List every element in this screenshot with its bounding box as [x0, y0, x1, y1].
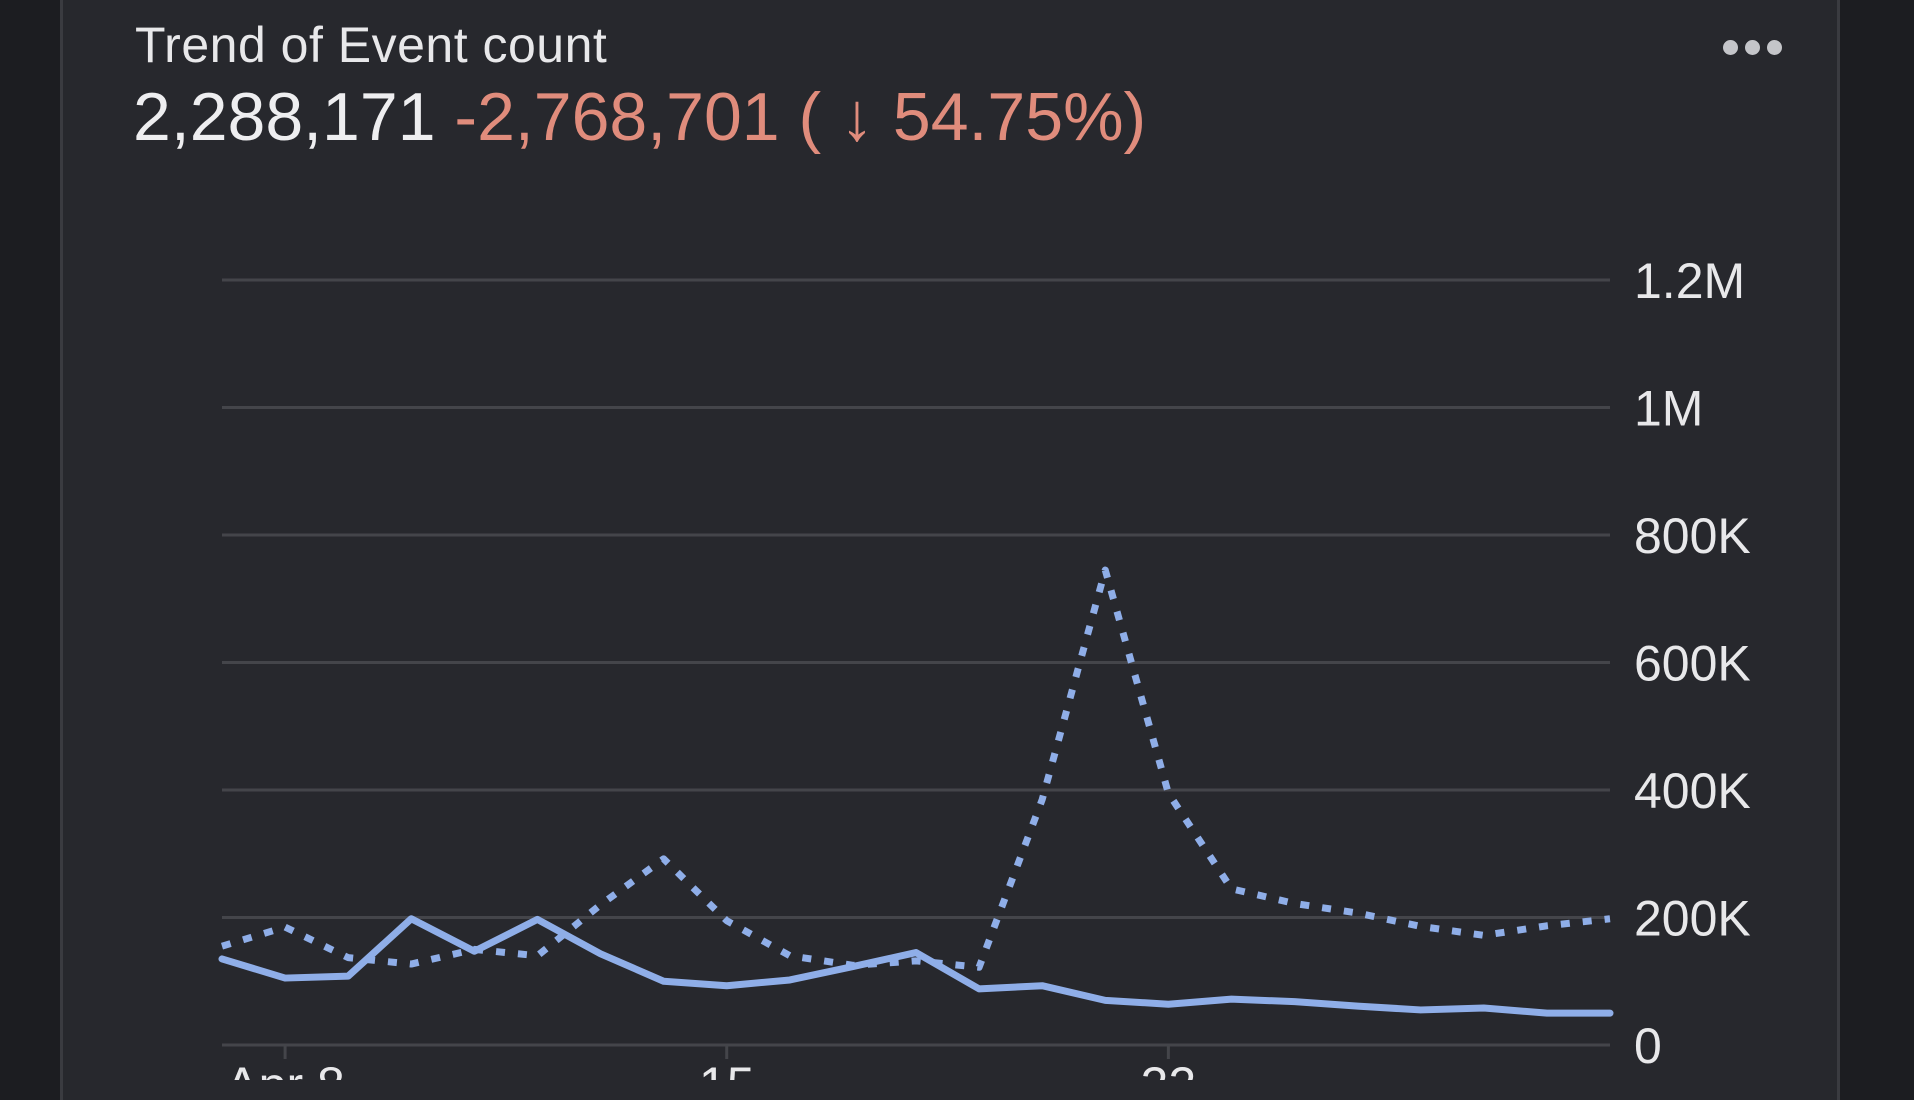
y-tick-label: 400K	[1634, 763, 1751, 819]
y-tick-label: 800K	[1634, 508, 1751, 564]
chart-grid	[222, 278, 1610, 1047]
y-tick-label: 0	[1634, 1018, 1662, 1074]
x-tick-label: 22	[1141, 1057, 1197, 1080]
more-dot	[1767, 40, 1782, 55]
y-axis-ticks: 0 200K 400K 600K 800K 1M 1.2M	[1634, 253, 1751, 1074]
more-dot	[1723, 40, 1738, 55]
delta-value: -2,768,701 ( ↓ 54.75%)	[454, 79, 1147, 155]
y-tick-label: 600K	[1634, 636, 1751, 692]
card-title: Trend of Event count	[135, 17, 608, 73]
total-value: 2,288,171	[133, 79, 436, 155]
x-tick-label: Apr 8	[225, 1057, 345, 1080]
summary-line: 2,288,171 -2,768,701 ( ↓ 54.75%)	[133, 78, 1146, 156]
previous-period-line	[220, 566, 1611, 971]
y-tick-label: 1.2M	[1634, 253, 1745, 309]
more-dot	[1745, 40, 1760, 55]
current-period-line	[218, 915, 1614, 1017]
y-tick-label: 200K	[1634, 891, 1751, 947]
x-tick-label: 15	[699, 1057, 755, 1080]
y-tick-label: 1M	[1634, 381, 1703, 437]
more-horizontal-icon[interactable]	[1723, 40, 1782, 55]
x-axis-ticks: Apr 8 15 22	[225, 1045, 1196, 1080]
chart-series	[218, 566, 1614, 1017]
